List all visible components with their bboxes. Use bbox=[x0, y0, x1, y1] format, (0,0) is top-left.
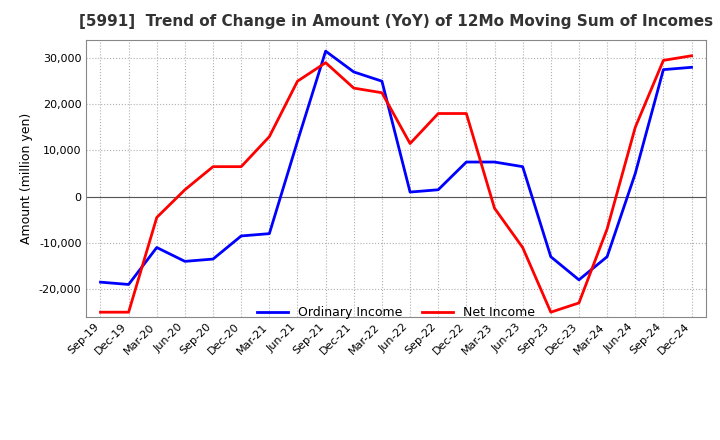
Net Income bbox=[462, 111, 471, 116]
Net Income bbox=[603, 226, 611, 231]
Net Income bbox=[575, 300, 583, 305]
Ordinary Income bbox=[125, 282, 133, 287]
Ordinary Income bbox=[603, 254, 611, 259]
Ordinary Income bbox=[546, 254, 555, 259]
Ordinary Income bbox=[321, 48, 330, 54]
Net Income bbox=[265, 134, 274, 139]
Ordinary Income bbox=[462, 159, 471, 165]
Ordinary Income bbox=[237, 233, 246, 238]
Ordinary Income bbox=[631, 171, 639, 176]
Ordinary Income bbox=[518, 164, 527, 169]
Title: [5991]  Trend of Change in Amount (YoY) of 12Mo Moving Sum of Incomes: [5991] Trend of Change in Amount (YoY) o… bbox=[79, 14, 713, 29]
Ordinary Income bbox=[293, 139, 302, 144]
Ordinary Income bbox=[349, 69, 358, 74]
Net Income bbox=[181, 187, 189, 192]
Y-axis label: Amount (million yen): Amount (million yen) bbox=[20, 113, 33, 244]
Ordinary Income bbox=[96, 279, 105, 285]
Net Income bbox=[377, 90, 386, 95]
Net Income bbox=[546, 309, 555, 315]
Net Income bbox=[687, 53, 696, 59]
Ordinary Income bbox=[181, 259, 189, 264]
Net Income bbox=[659, 58, 667, 63]
Ordinary Income bbox=[490, 159, 499, 165]
Net Income bbox=[349, 85, 358, 91]
Net Income bbox=[631, 125, 639, 130]
Net Income bbox=[406, 141, 415, 146]
Legend: Ordinary Income, Net Income: Ordinary Income, Net Income bbox=[252, 301, 540, 324]
Net Income bbox=[293, 78, 302, 84]
Ordinary Income bbox=[687, 65, 696, 70]
Net Income bbox=[490, 205, 499, 211]
Line: Net Income: Net Income bbox=[101, 56, 691, 312]
Net Income bbox=[125, 309, 133, 315]
Ordinary Income bbox=[434, 187, 443, 192]
Net Income bbox=[434, 111, 443, 116]
Net Income bbox=[237, 164, 246, 169]
Net Income bbox=[321, 60, 330, 65]
Ordinary Income bbox=[209, 257, 217, 262]
Net Income bbox=[96, 309, 105, 315]
Ordinary Income bbox=[406, 189, 415, 194]
Line: Ordinary Income: Ordinary Income bbox=[101, 51, 691, 284]
Ordinary Income bbox=[377, 78, 386, 84]
Ordinary Income bbox=[659, 67, 667, 72]
Ordinary Income bbox=[575, 277, 583, 282]
Ordinary Income bbox=[265, 231, 274, 236]
Net Income bbox=[518, 245, 527, 250]
Ordinary Income bbox=[153, 245, 161, 250]
Net Income bbox=[209, 164, 217, 169]
Net Income bbox=[153, 215, 161, 220]
